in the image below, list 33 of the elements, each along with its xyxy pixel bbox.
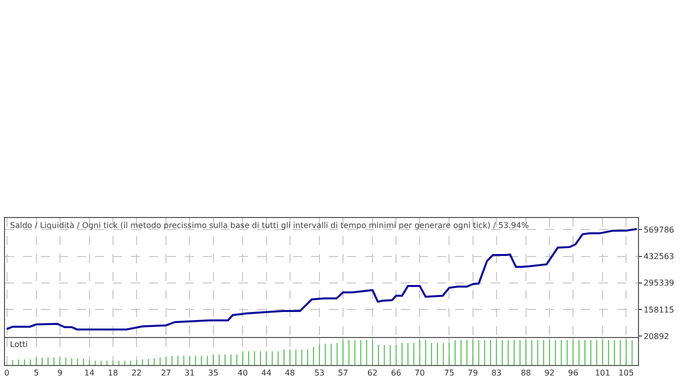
y-tick-label: 295339	[644, 278, 674, 288]
x-tick-label: 70	[414, 368, 425, 378]
x-tick-label: 53	[314, 368, 325, 378]
x-tick-label: 57	[338, 368, 348, 378]
y-tick-label: 158115	[644, 305, 674, 314]
x-tick-label: 40	[238, 368, 248, 378]
y-tick-label: 20892	[644, 332, 670, 341]
x-tick-label: 14	[84, 368, 94, 378]
x-tick-label: 96	[568, 368, 578, 378]
chart-title: Lotti	[10, 340, 28, 349]
x-tick-label: 105	[618, 368, 634, 378]
y-tick-label: 569786	[644, 225, 674, 234]
x-tick-label: 48	[284, 368, 296, 378]
x-tick-label: 9	[57, 368, 62, 378]
x-tick-label: 62	[367, 368, 378, 378]
x-tick-label: 79	[468, 368, 478, 378]
y-tick-label: 432563	[644, 252, 674, 262]
x-tick-label: 66	[391, 368, 402, 378]
x-tick-label: 92	[544, 368, 555, 378]
x-tick-label: 18	[108, 368, 118, 378]
x-tick-label: 31	[184, 368, 195, 378]
x-tick-label: 75	[444, 368, 454, 378]
x-tick-label: 101	[594, 368, 610, 378]
line-series	[6, 228, 638, 330]
chart-title: Saldo / Liquidità / Ogni tick (il metodo precissimo sulla base di tutti gli intervalli di tempo minimi per generare ogni tick) / 53.94%	[10, 221, 530, 230]
x-tick-label: 44	[261, 368, 272, 378]
x-tick-label: 35	[208, 368, 218, 378]
x-tick-label: 27	[160, 368, 172, 378]
x-tick-label: 5	[34, 368, 39, 378]
x-tick-label: 88	[520, 368, 532, 378]
x-tick-label: 0	[4, 368, 10, 378]
x-tick-label: 83	[491, 368, 502, 378]
x-tick-label: 22	[131, 368, 142, 378]
